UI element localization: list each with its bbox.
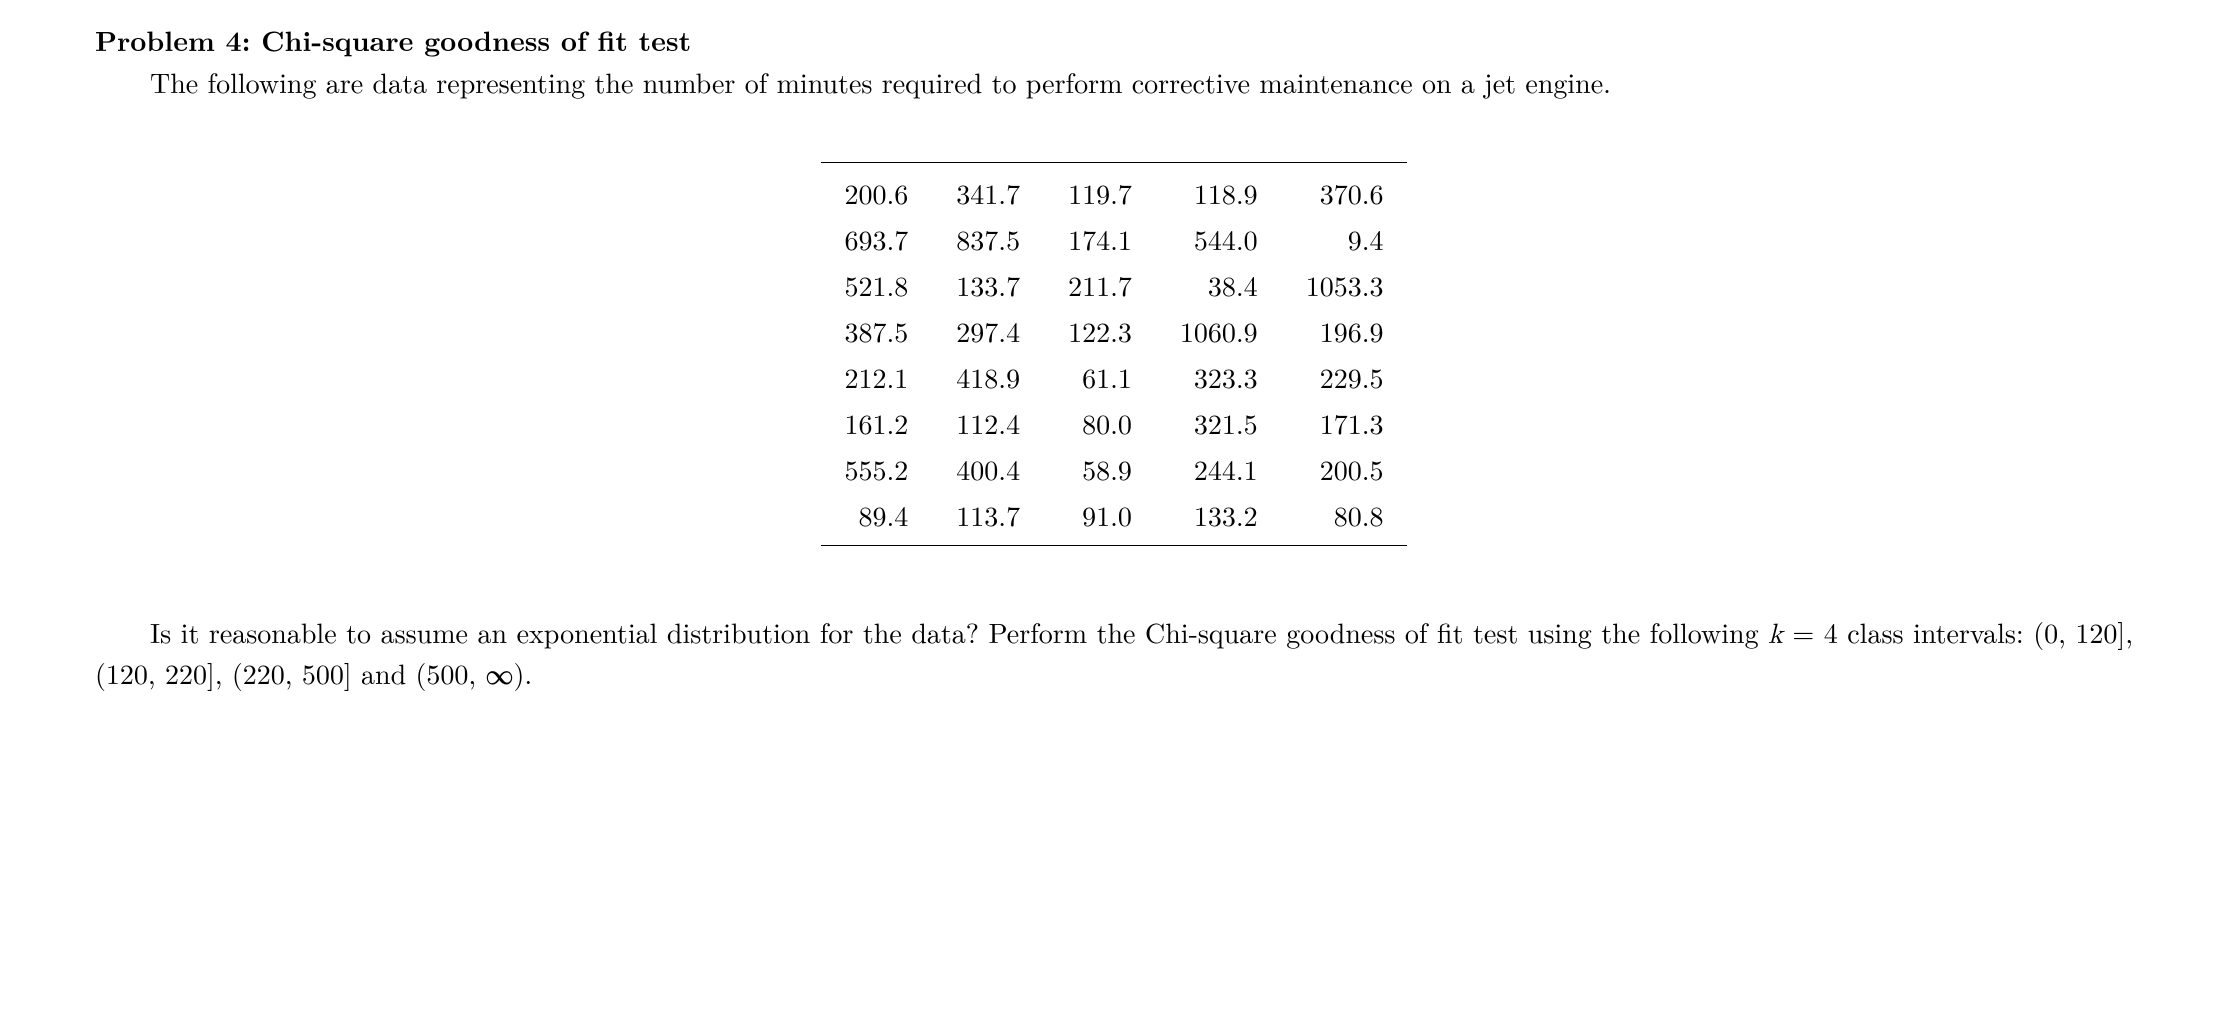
- table-cell: 133.7: [932, 262, 1044, 308]
- document-content: Problem 4: Chi-square goodness of fit te…: [0, 0, 2228, 712]
- table-cell: 89.4: [821, 492, 933, 546]
- table-cell: 521.8: [821, 262, 933, 308]
- table-cell: 80.8: [1282, 492, 1408, 546]
- table-cell: 693.7: [821, 216, 933, 262]
- data-table-wrapper: 200.6341.7119.7118.9370.6693.7837.5174.1…: [95, 162, 2133, 546]
- table-cell: 341.7: [932, 162, 1044, 216]
- table-cell: 212.1: [821, 354, 933, 400]
- problem-label: Problem 4:: [95, 20, 261, 60]
- table-cell: 229.5: [1282, 354, 1408, 400]
- table-cell: 418.9: [932, 354, 1044, 400]
- table-row: 161.2112.480.0321.5171.3: [821, 400, 1408, 446]
- table-row: 555.2400.458.9244.1200.5: [821, 446, 1408, 492]
- problem-header: Problem 4: Chi-square goodness of fit te…: [95, 20, 2133, 60]
- table-cell: 174.1: [1044, 216, 1156, 262]
- table-cell: 387.5: [821, 308, 933, 354]
- table-row: 212.1418.961.1323.3229.5: [821, 354, 1408, 400]
- table-cell: 119.7: [1044, 162, 1156, 216]
- question-paragraph: Is it reasonable to assume an exponentia…: [95, 614, 2133, 693]
- table-cell: 297.4: [932, 308, 1044, 354]
- table-row: 200.6341.7119.7118.9370.6: [821, 162, 1408, 216]
- table-cell: 244.1: [1156, 446, 1282, 492]
- intro-paragraph: The following are data representing the …: [95, 64, 2133, 102]
- table-cell: 323.3: [1156, 354, 1282, 400]
- table-row: 89.4113.791.0133.280.8: [821, 492, 1408, 546]
- table-row: 387.5297.4122.31060.9196.9: [821, 308, 1408, 354]
- table-cell: 9.4: [1282, 216, 1408, 262]
- table-cell: 113.7: [932, 492, 1044, 546]
- table-row: 521.8133.7211.738.41053.3: [821, 262, 1408, 308]
- table-cell: 837.5: [932, 216, 1044, 262]
- table-cell: 61.1: [1044, 354, 1156, 400]
- variable-k: k: [1768, 621, 1783, 649]
- table-cell: 544.0: [1156, 216, 1282, 262]
- table-cell: 58.9: [1044, 446, 1156, 492]
- table-cell: 118.9: [1156, 162, 1282, 216]
- table-cell: 80.0: [1044, 400, 1156, 446]
- table-cell: 91.0: [1044, 492, 1156, 546]
- table-cell: 1053.3: [1282, 262, 1408, 308]
- table-cell: 171.3: [1282, 400, 1408, 446]
- table-row: 693.7837.5174.1544.09.4: [821, 216, 1408, 262]
- table-cell: 196.9: [1282, 308, 1408, 354]
- table-cell: 211.7: [1044, 262, 1156, 308]
- table-cell: 133.2: [1156, 492, 1282, 546]
- table-cell: 1060.9: [1156, 308, 1282, 354]
- table-cell: 122.3: [1044, 308, 1156, 354]
- table-cell: 161.2: [821, 400, 933, 446]
- table-cell: 112.4: [932, 400, 1044, 446]
- table-cell: 38.4: [1156, 262, 1282, 308]
- question-text-1: Is it reasonable to assume an exponentia…: [150, 612, 1768, 652]
- table-cell: 555.2: [821, 446, 933, 492]
- table-cell: 200.5: [1282, 446, 1408, 492]
- table-cell: 321.5: [1156, 400, 1282, 446]
- table-cell: 370.6: [1282, 162, 1408, 216]
- table-cell: 200.6: [821, 162, 933, 216]
- problem-title: Chi-square goodness of fit test: [261, 20, 691, 60]
- table-cell: 400.4: [932, 446, 1044, 492]
- data-table: 200.6341.7119.7118.9370.6693.7837.5174.1…: [821, 162, 1408, 546]
